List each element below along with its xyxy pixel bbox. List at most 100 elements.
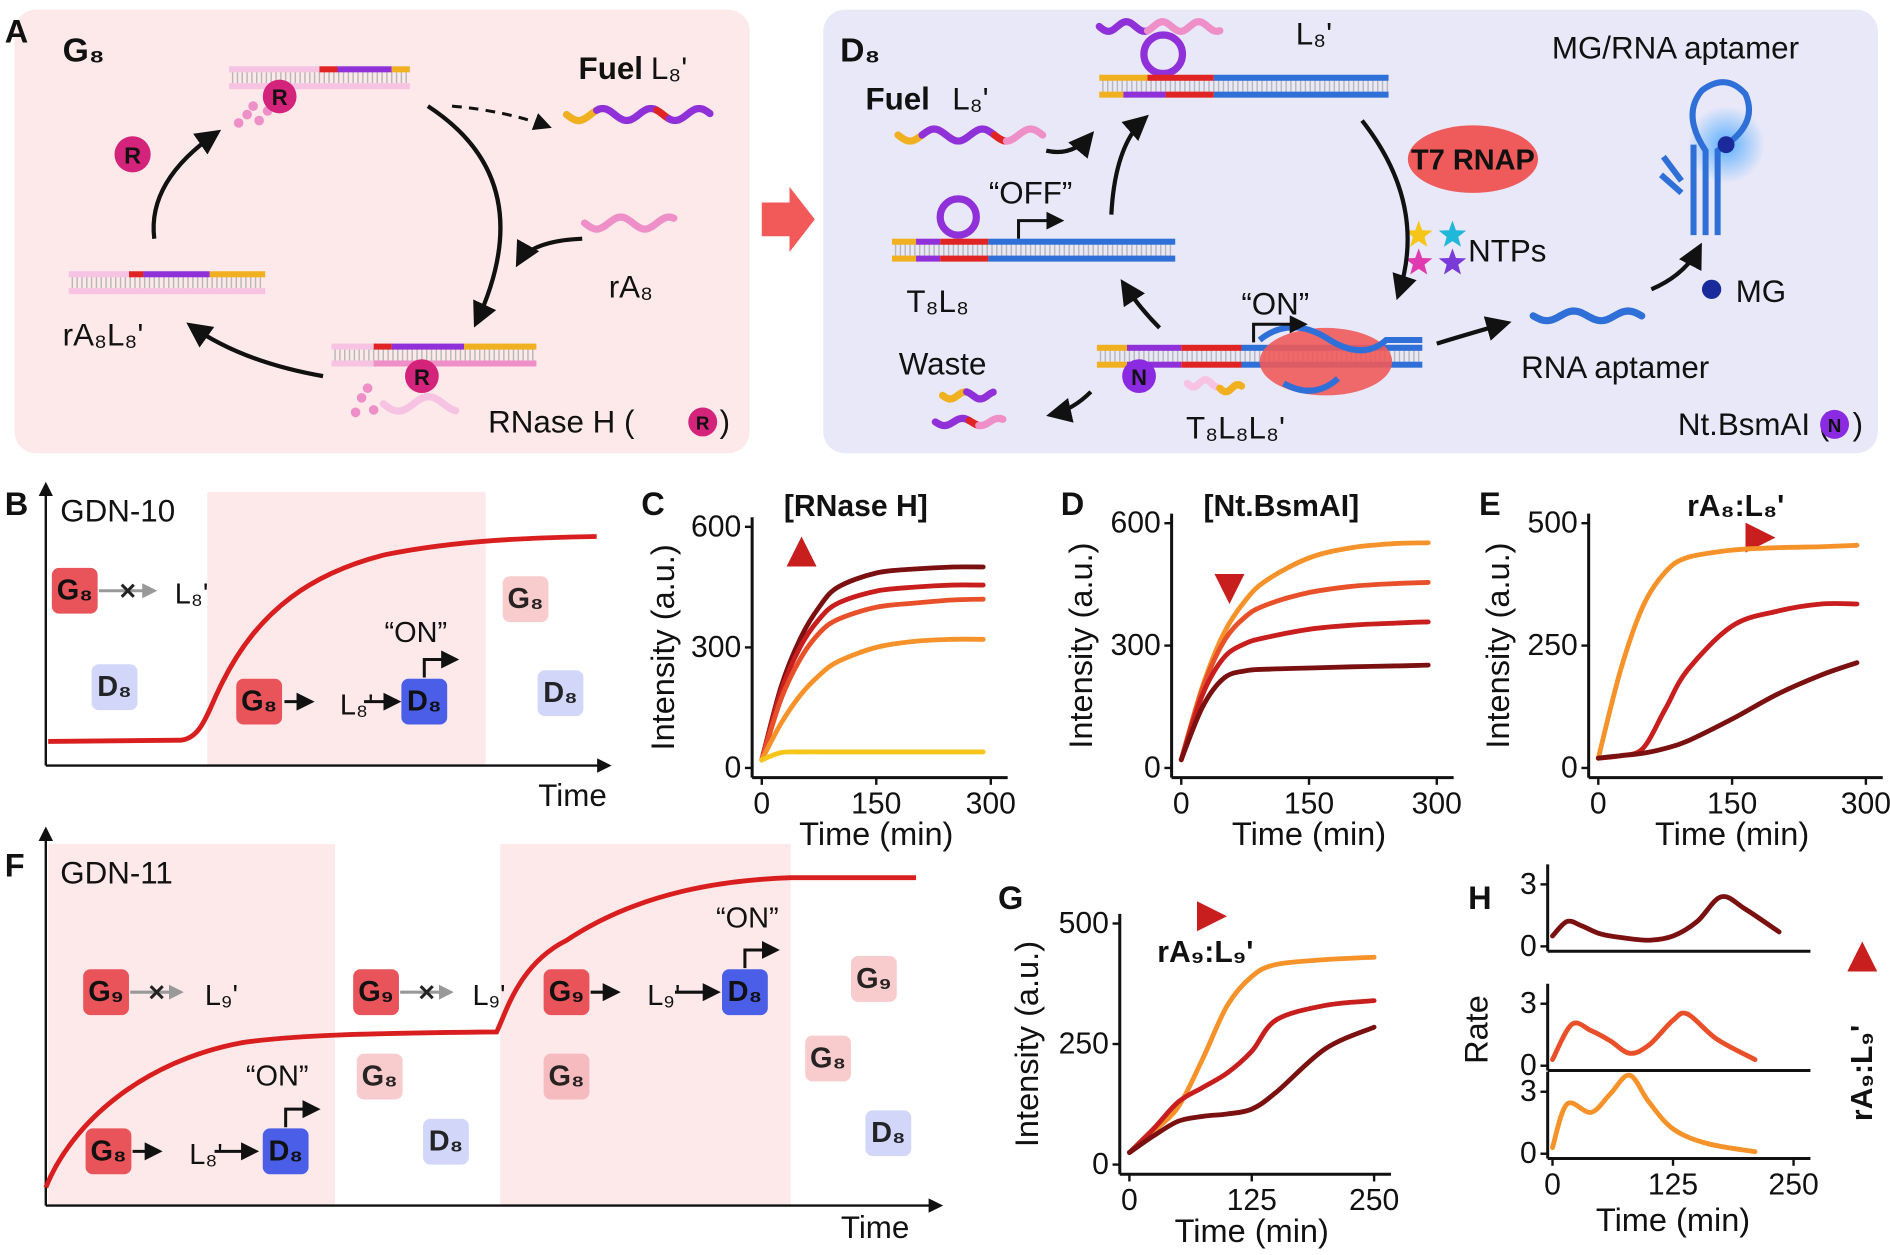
strand [1183, 376, 1220, 391]
enzyme-label: R [414, 365, 430, 390]
fragment [362, 383, 373, 394]
strand [128, 271, 144, 278]
strand [1181, 344, 1242, 351]
strand [894, 131, 926, 145]
dye-label: MG [1736, 274, 1786, 309]
data-line [1178, 662, 1431, 763]
ntps-label: NTPs [1468, 233, 1546, 268]
arrow [1360, 119, 1417, 301]
panel-label: G [998, 880, 1023, 916]
state-label: “ON” [246, 1061, 309, 1093]
y-tick-label: 300 [1110, 629, 1160, 662]
nucleotide [1438, 248, 1467, 275]
strand [1127, 344, 1182, 351]
strand-label: L₈' [189, 1139, 223, 1171]
gate-label: G₈ [241, 686, 277, 718]
strand [68, 271, 129, 278]
strand [1096, 361, 1128, 368]
aptamer [1658, 154, 1684, 196]
gate-label: G₈ [57, 575, 93, 607]
signal-curve [48, 534, 597, 744]
fragment [242, 109, 252, 120]
strand [143, 271, 210, 278]
annotation: rA₈:L₈' [1687, 490, 1784, 523]
arrow [1109, 114, 1149, 215]
gate-label: G₈ [362, 1061, 398, 1093]
gate-label: D₈ [728, 976, 762, 1008]
strand [1165, 91, 1214, 98]
strand [229, 83, 410, 90]
x-tick-label: 0 [1173, 788, 1190, 821]
strand [464, 343, 537, 350]
x-tick-label: 0 [1121, 1184, 1138, 1217]
aptamer [1689, 79, 1752, 236]
panel-title: GDN-11 [60, 855, 173, 890]
panel-label: B [5, 486, 28, 522]
strand [891, 238, 917, 245]
strand [940, 238, 989, 245]
block-mark [419, 985, 434, 1000]
state-label: “ON” [716, 903, 779, 935]
strand-label: rA₈ [609, 269, 653, 304]
panel-label: A [5, 13, 28, 49]
x-axis-label: Time (min) [1232, 816, 1386, 852]
strand [1529, 307, 1646, 325]
arrow [1120, 279, 1162, 330]
strand [331, 360, 374, 367]
block-mark [120, 583, 135, 598]
panel-label: E [1479, 486, 1501, 522]
promoter [743, 940, 780, 969]
panel-title: GDN-10 [60, 494, 175, 529]
data-line [1595, 542, 1860, 761]
strand-label: L₈' [1296, 16, 1332, 51]
state-label: “ON” [385, 617, 448, 649]
gate-label: G₉ [549, 976, 585, 1008]
enzyme-label: R [272, 85, 288, 110]
y-tick-label: 0 [1520, 930, 1537, 963]
strand [391, 66, 410, 73]
data-line [759, 564, 986, 763]
y-tick-label: 600 [691, 510, 741, 543]
gate-box [543, 1053, 590, 1100]
data-line [1127, 954, 1377, 1155]
x-tick-label: 150 [1707, 788, 1757, 821]
gate-title: G₈ [63, 32, 105, 70]
data-line [1550, 894, 1782, 943]
strand [1213, 74, 1389, 81]
gate-box [356, 1053, 403, 1100]
x-tick-label: 125 [1648, 1169, 1698, 1202]
y-tick-label: 0 [1092, 1148, 1109, 1181]
nucleotide [1404, 248, 1433, 275]
strand [975, 414, 1007, 430]
data-line [1550, 1010, 1758, 1062]
gate-box [722, 969, 768, 1016]
gate-box [236, 678, 283, 725]
x-tick-label: 300 [1412, 788, 1462, 821]
transition-arrow [761, 186, 815, 252]
signal-curve [43, 875, 917, 1189]
x-axis-label: Time (min) [799, 816, 953, 852]
fragment [233, 118, 244, 128]
enzyme-label: R [696, 413, 710, 434]
data-line [1550, 1072, 1758, 1155]
hairpin [1140, 31, 1187, 78]
data-line [1178, 580, 1431, 763]
promoter [1252, 315, 1308, 343]
x-tick-label: 300 [1841, 788, 1890, 821]
gate-label: D₈ [97, 671, 131, 703]
gate-label: G₉ [88, 976, 124, 1008]
data-line [759, 582, 986, 763]
product-label: MG/RNA aptamer [1552, 31, 1799, 66]
strand [373, 343, 392, 350]
x-tick-label: 150 [1284, 788, 1334, 821]
gate-box [262, 1128, 309, 1175]
block-mark [149, 985, 164, 1000]
strand [68, 288, 266, 295]
x-tick-label: 125 [1227, 1184, 1277, 1217]
enzyme-name: RNase H ( [488, 404, 635, 439]
x-axis-label: Time (min) [1655, 816, 1809, 852]
enzyme [262, 79, 297, 114]
y-tick-label: 500 [1059, 907, 1109, 940]
